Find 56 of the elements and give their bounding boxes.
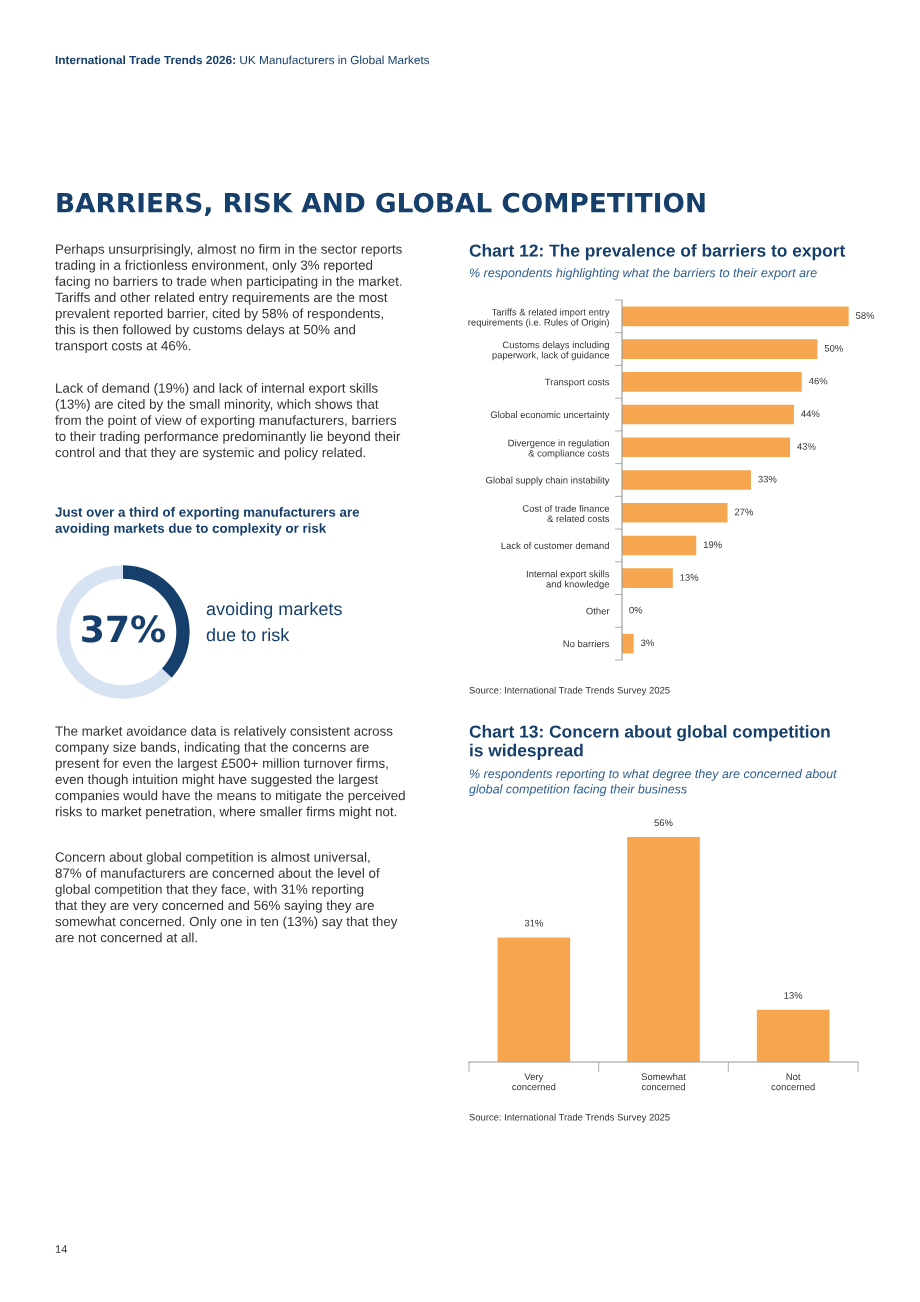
data-label: 13% xyxy=(784,992,803,999)
chart-title: Chart 12: The prevalence of barriers to export xyxy=(469,244,846,261)
bar xyxy=(622,470,751,490)
bar xyxy=(622,437,791,458)
data-label: 33% xyxy=(758,475,777,483)
x-tick-label: Very concerned xyxy=(512,1073,556,1091)
y-tick-label: Other xyxy=(586,607,610,615)
bar xyxy=(622,372,802,392)
bar xyxy=(622,568,673,588)
text: The market avoidance data is relatively consistent across company size bands, indicating that the concerns are present for even the largest £500+ million turnover firms, even though intuition might have suggested the largest companies would have the means to mitigate the perceived risks to market penetration, where smaller firms might not. xyxy=(55,726,405,819)
text: Concern about global competition is almost universal, 87% of manufacturers are concerned about the level of global competition that they face, with 31% reporting that they are very concerned and 56% saying they are somewhat concerned. Only one in ten (13%) say that they are not concerned at all. xyxy=(55,852,398,943)
y-tick-label: Tariffs & related import entry requirements (i.e. Rules of Origin) xyxy=(468,308,610,328)
source-note: Source: International Trade Trends Survey 2025 xyxy=(469,686,670,696)
y-tick-label: Divergence in regulation & compliance costs xyxy=(508,439,610,459)
y-tick-label: No barriers xyxy=(563,640,610,648)
text: UK Manufacturers in Global Markets xyxy=(240,55,430,65)
chart-title: Chart 13: Concern about global competition is widespread xyxy=(469,725,830,760)
y-tick-label: Global supply chain instability xyxy=(486,476,610,486)
y-tick-label: Internal export skills and knowledge xyxy=(526,570,610,590)
text: Lack of demand (19%) and lack of internal export skills (13%) are cited by the small minority, which shows that from the point of view of exporting manufacturers, barriers to their trading performance predominantly lie beyond their control and that they are systemic and policy related. xyxy=(55,383,401,460)
bar xyxy=(622,502,728,523)
data-label: 3% xyxy=(641,639,654,647)
bar xyxy=(622,633,634,654)
y-tick-label: Cost of trade finance & related costs xyxy=(522,504,610,523)
y-tick-label: Customs delays including paperwork, lack of guidance xyxy=(492,341,610,361)
source-note: Source: International Trade Trends Survey 2025 xyxy=(469,1113,670,1123)
bar xyxy=(622,404,794,425)
bar xyxy=(622,339,818,359)
data-label: 50% xyxy=(824,344,843,352)
y-tick-label: Global economic uncertainty xyxy=(490,411,610,420)
chart-title: Just over a third of exporting manufacturers are avoiding markets due to complexity or risk xyxy=(55,507,360,536)
y-tick-label: Transport costs xyxy=(544,378,610,388)
text: BARRIERS, RISK AND GLOBAL COMPETITION xyxy=(57,192,705,217)
data-label: 31% xyxy=(524,919,543,927)
data-label: 58% xyxy=(855,312,875,319)
text: avoiding markets due to risk xyxy=(206,602,342,642)
data-label: 13% xyxy=(680,574,699,581)
data-label: 37% xyxy=(82,615,166,643)
data-label: 46% xyxy=(808,377,828,385)
chart-subtitle: % respondents highlighting what the barriers to their export are xyxy=(469,268,817,280)
data-label: 27% xyxy=(734,508,754,516)
chart-subtitle: % respondents reporting to what degree they are concerned about global competition facing their business xyxy=(469,769,838,796)
data-label: 56% xyxy=(654,819,673,827)
data-label: 44% xyxy=(801,410,820,418)
text: 14 xyxy=(55,1245,68,1253)
x-tick-label: Somewhat concerned xyxy=(641,1073,686,1091)
text: Perhaps unsurprisingly, almost no firm in the sector reports trading in a frictionless environment, only 3% reported facing no barriers to trade when participating in the market. Tariffs and other related entry requirements are the most prevalent reported barrier, cited by 58% of respondents, this is then followed by customs delays at 50% and transport costs at 46%. xyxy=(55,244,402,354)
data-label: 43% xyxy=(797,443,816,450)
data-label: 0% xyxy=(629,606,643,614)
y-tick-label: Lack of customer demand xyxy=(501,542,609,549)
text: International Trade Trends 2026: xyxy=(55,55,235,65)
donut-slice xyxy=(56,565,172,699)
data-label: 19% xyxy=(703,541,722,548)
bar xyxy=(622,306,849,327)
bar xyxy=(622,535,697,556)
x-tick-label: Not concerned xyxy=(771,1073,815,1091)
